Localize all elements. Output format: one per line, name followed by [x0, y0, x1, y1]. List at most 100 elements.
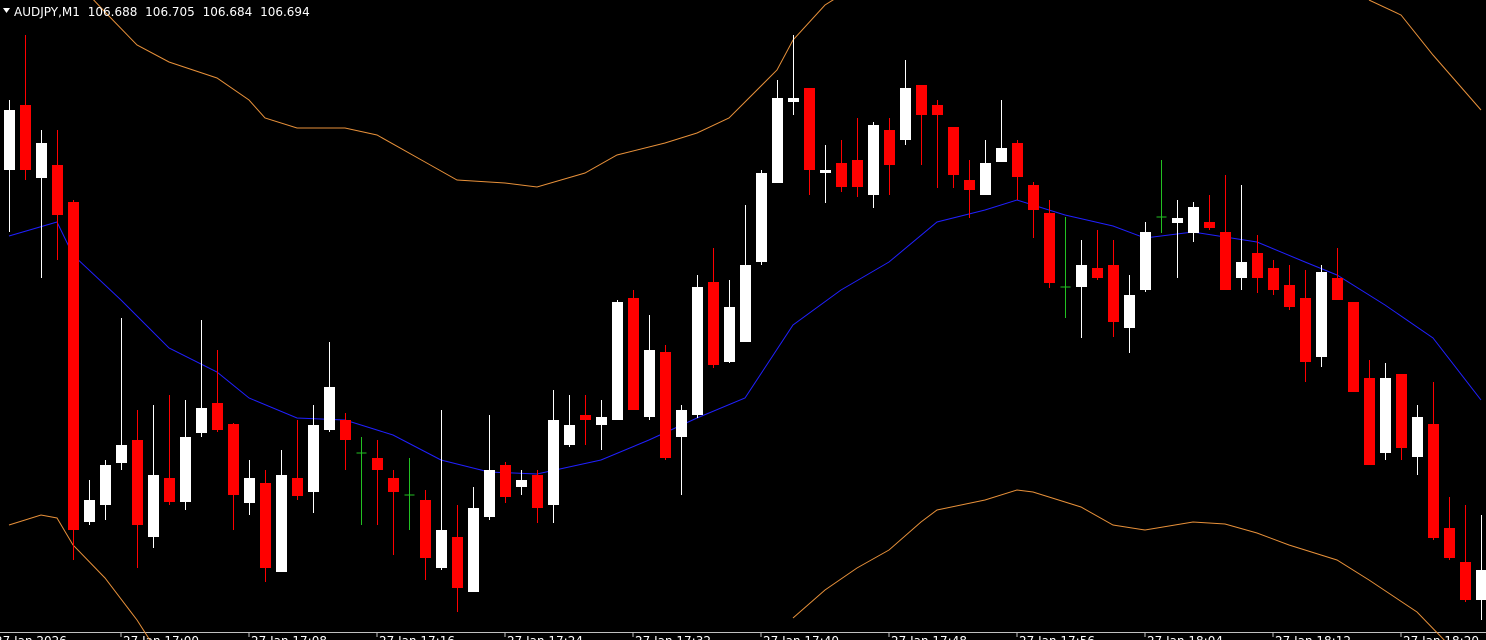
- candle-body: [1284, 285, 1295, 307]
- candle-body: [1124, 295, 1135, 328]
- candle-body: [1332, 278, 1343, 300]
- open-value: 106.688: [88, 5, 138, 19]
- candle-body: [420, 500, 431, 558]
- candle-body: [1348, 302, 1359, 392]
- candle-body: [164, 478, 175, 502]
- candle-body: [308, 425, 319, 492]
- candle-body: [804, 88, 815, 170]
- candle-body: [916, 85, 927, 115]
- candle-body: [388, 478, 399, 492]
- candle-body: [276, 475, 287, 572]
- candle-body: [148, 475, 159, 537]
- candle-body: [1364, 378, 1375, 465]
- candle-body: [996, 148, 1007, 162]
- high-value: 106.705: [145, 5, 195, 19]
- candle-body: [1204, 222, 1215, 228]
- candle-body: [1252, 253, 1263, 278]
- candle-body: [372, 458, 383, 470]
- candle-body: [948, 127, 959, 175]
- candle-body: [1316, 272, 1327, 357]
- candle-body: [52, 165, 63, 215]
- candle-body: [340, 420, 351, 440]
- candle-body: [836, 163, 847, 187]
- close-value: 106.694: [260, 5, 310, 19]
- x-tick-label: 27 Jan 17:24: [507, 634, 583, 640]
- indicator-line: [93, 0, 1482, 188]
- candle-body: [660, 352, 671, 458]
- candle-body: [260, 483, 271, 568]
- candle-body: [740, 265, 751, 342]
- candle-body: [20, 105, 31, 170]
- candle-body: [436, 530, 447, 568]
- x-tick-label: 27 Jan 17:08: [251, 634, 327, 640]
- candle-body: [324, 387, 335, 430]
- x-tick-label: 27 Jan 17:16: [379, 634, 455, 640]
- candle-body: [644, 350, 655, 417]
- candle-body: [564, 425, 575, 445]
- menu-triangle: [3, 8, 10, 13]
- candle-body: [1428, 424, 1439, 538]
- indicator-line: [8, 199, 1482, 475]
- candle-body: [292, 478, 303, 496]
- x-tick-label: 27 Jan 18:04: [1147, 634, 1223, 640]
- candle-body: [468, 508, 479, 592]
- candle-body: [596, 417, 607, 425]
- candle-body: [1460, 562, 1471, 600]
- x-tick-label: 27 Jan 18:12: [1275, 634, 1351, 640]
- candle-body: [532, 475, 543, 508]
- candle-body: [196, 408, 207, 433]
- candle-body: [244, 478, 255, 503]
- indicator-line: [8, 489, 1445, 640]
- candle-body: [1236, 262, 1247, 278]
- candle-body: [580, 415, 591, 420]
- candle-body: [212, 403, 223, 430]
- candle-body: [852, 160, 863, 187]
- candle-body: [1444, 528, 1455, 558]
- candle-body: [228, 424, 239, 495]
- candle-body: [628, 298, 639, 410]
- candle-body: [724, 307, 735, 362]
- candle-body: [1380, 378, 1391, 453]
- candle-body: [676, 410, 687, 437]
- candle-body: [84, 500, 95, 522]
- candle-body: [692, 287, 703, 415]
- symbol: AUDJPY,M1: [14, 5, 80, 19]
- candle-body: [980, 163, 991, 195]
- candle-body: [1172, 218, 1183, 223]
- candle-body: [1012, 143, 1023, 177]
- candle-body: [4, 110, 15, 170]
- candle-body: [900, 88, 911, 140]
- candle-body: [708, 282, 719, 365]
- candle-body: [932, 105, 943, 115]
- candle-body: [548, 420, 559, 505]
- candle-body: [452, 537, 463, 588]
- candle-body: [756, 173, 767, 262]
- candle-body: [1396, 374, 1407, 448]
- candle-body: [180, 437, 191, 502]
- candle-body: [116, 445, 127, 463]
- x-tick-label: 27 Jan 17:40: [763, 634, 839, 640]
- candle-body: [36, 143, 47, 178]
- candle-body: [1268, 268, 1279, 290]
- candle-body: [1476, 570, 1486, 600]
- x-tick-label: 27 Jan 17:00: [123, 634, 199, 640]
- header-text: AUDJPY,M1 106.688 106.705 106.684 106.69…: [14, 5, 310, 19]
- candle-body: [1108, 265, 1119, 322]
- candle-body: [772, 98, 783, 183]
- x-tick-label: 27 Jan 17:32: [635, 634, 711, 640]
- candle-body: [132, 440, 143, 525]
- candle-body: [1188, 207, 1199, 233]
- candle-body: [484, 470, 495, 517]
- candle-body: [820, 170, 831, 173]
- header: AUDJPY,M1 106.688 106.705 106.684 106.69…: [3, 5, 310, 19]
- candle-body: [1412, 417, 1423, 457]
- candle-body: [1300, 298, 1311, 362]
- candle-body: [1028, 185, 1039, 210]
- candle-body: [100, 465, 111, 505]
- candle-body: [884, 130, 895, 165]
- low-value: 106.684: [203, 5, 253, 19]
- candle-body: [1140, 232, 1151, 290]
- candle-body: [516, 480, 527, 487]
- candle-body: [868, 125, 879, 195]
